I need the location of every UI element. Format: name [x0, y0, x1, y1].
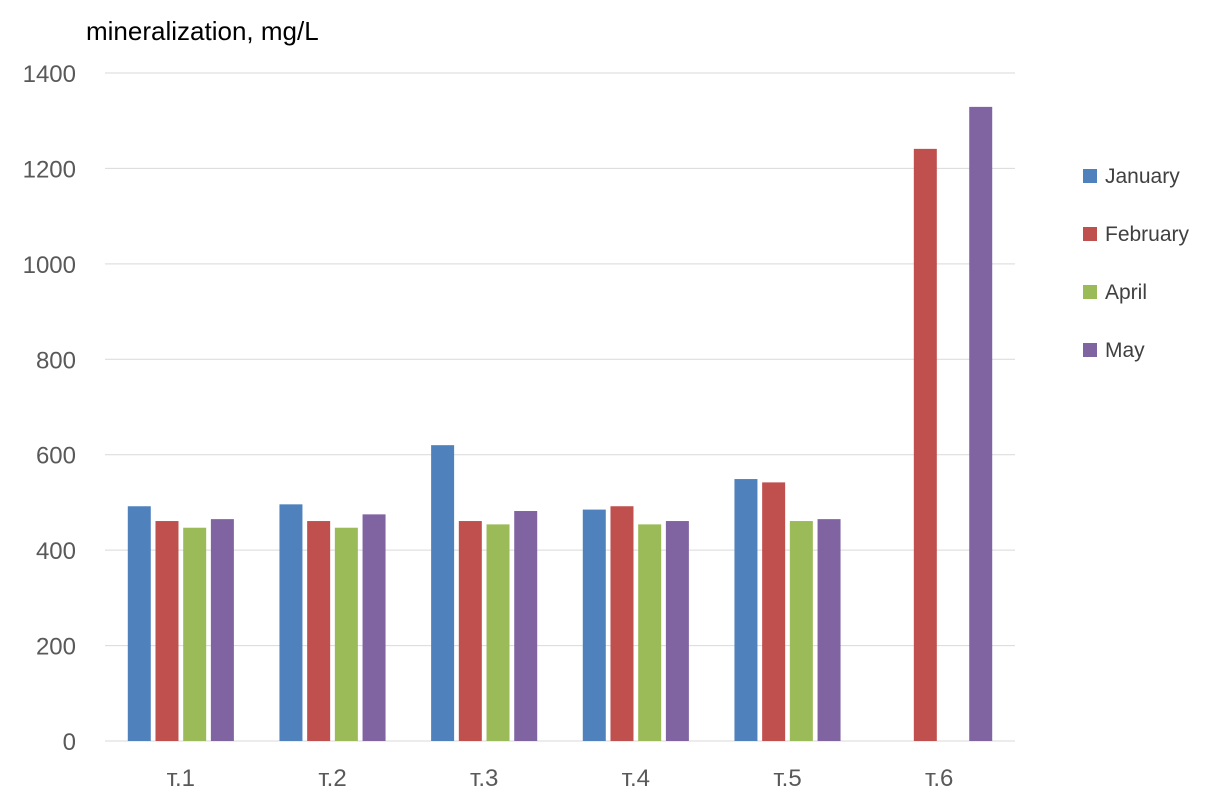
- bar-april-1: [183, 527, 207, 741]
- x-tick-label: т.6: [925, 765, 953, 792]
- bar-may-2: [362, 514, 386, 741]
- legend-swatch-january: [1083, 169, 1097, 183]
- legend-label-january: January: [1105, 165, 1180, 188]
- bar-january-1: [127, 506, 151, 741]
- y-tick-label: 800: [36, 347, 76, 374]
- x-tick-label: т.2: [318, 765, 346, 792]
- legend-label-february: February: [1105, 223, 1190, 246]
- x-tick-label: т.3: [470, 765, 498, 792]
- y-tick-label: 0: [63, 729, 76, 756]
- bar-february-4: [610, 506, 634, 741]
- y-tick-label: 600: [36, 443, 76, 470]
- y-tick-label: 1400: [23, 61, 76, 88]
- legend-swatch-may: [1083, 343, 1097, 357]
- x-axis-ticks: т.1 т.2 т.3 т.4 т.5 т.6: [167, 765, 954, 792]
- y-axis-title: mineralization, mg/L: [86, 16, 319, 46]
- bar-january-3: [431, 445, 455, 741]
- x-tick-label: т.5: [773, 765, 801, 792]
- bar-february-5: [762, 482, 786, 741]
- bar-may-4: [665, 521, 689, 741]
- bar-january-2: [279, 504, 303, 741]
- bar-february-3: [458, 521, 482, 741]
- bar-january-4: [582, 509, 606, 741]
- y-tick-label: 1200: [23, 156, 76, 183]
- y-tick-label: 200: [36, 634, 76, 661]
- bar-may-1: [210, 519, 234, 741]
- y-tick-label: 400: [36, 538, 76, 565]
- legend-label-april: April: [1105, 281, 1147, 304]
- legend-swatch-april: [1083, 285, 1097, 299]
- bar-february-1: [155, 521, 179, 741]
- y-axis-ticks: 0 200 400 600 800 1000 1200 1400: [23, 61, 76, 756]
- y-tick-label: 1000: [23, 252, 76, 279]
- bar-april-5: [789, 521, 813, 741]
- bar-january-5: [734, 479, 758, 741]
- bar-may-6: [969, 106, 993, 742]
- bar-february-2: [307, 521, 331, 741]
- bar-may-3: [514, 511, 538, 741]
- bar-april-3: [486, 524, 510, 741]
- legend-label-may: May: [1105, 339, 1145, 362]
- x-tick-label: т.4: [622, 765, 650, 792]
- bar-april-2: [334, 527, 358, 741]
- bar-may-5: [817, 519, 841, 741]
- legend: January February April May: [1083, 165, 1190, 362]
- gridlines: [105, 72, 1015, 742]
- legend-swatch-february: [1083, 227, 1097, 241]
- bar-april-4: [638, 524, 662, 741]
- bar-february-6: [913, 148, 937, 741]
- x-tick-label: т.1: [167, 765, 195, 792]
- bars: [127, 106, 993, 742]
